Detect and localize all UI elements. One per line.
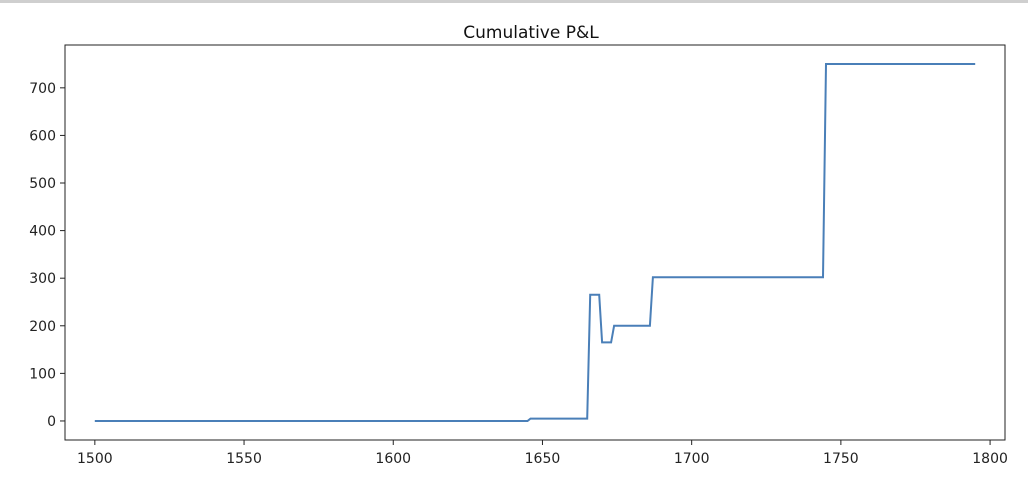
top-divider bbox=[0, 0, 1028, 3]
x-tick-label: 1700 bbox=[674, 451, 710, 467]
y-tick-label: 0 bbox=[47, 414, 56, 430]
series-line bbox=[94, 63, 976, 422]
chart-title: Cumulative P&L bbox=[463, 23, 599, 43]
y-tick-label: 200 bbox=[29, 319, 56, 335]
y-tick-label: 100 bbox=[29, 366, 56, 382]
y-tick-label: 600 bbox=[29, 128, 56, 144]
x-tick-label: 1550 bbox=[226, 451, 262, 467]
x-tick-label: 1500 bbox=[77, 451, 113, 467]
x-tick-label: 1650 bbox=[525, 451, 561, 467]
y-tick-label: 500 bbox=[29, 176, 56, 192]
y-tick-label: 300 bbox=[29, 271, 56, 287]
x-tick-label: 1800 bbox=[972, 451, 1008, 467]
x-tick-label: 1600 bbox=[375, 451, 411, 467]
y-tick-label: 400 bbox=[29, 224, 56, 240]
plot-area bbox=[64, 44, 1006, 441]
y-axis: 0 100 200 300 400 500 600 700 bbox=[29, 81, 65, 430]
x-axis: 1500 1550 1600 1650 1700 1750 1800 bbox=[77, 440, 1008, 467]
x-tick-label: 1750 bbox=[823, 451, 859, 467]
y-tick-label: 700 bbox=[29, 81, 56, 97]
series-layer bbox=[94, 63, 976, 422]
